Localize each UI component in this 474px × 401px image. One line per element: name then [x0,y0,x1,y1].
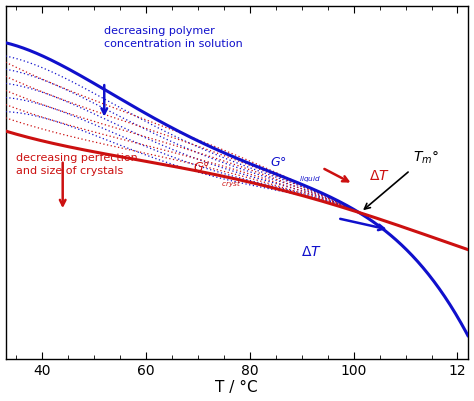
Text: $G°$: $G°$ [192,161,210,174]
Text: decreasing perfection
and size of crystals: decreasing perfection and size of crysta… [16,153,137,176]
Text: $G°$: $G°$ [271,156,287,169]
X-axis label: T / °C: T / °C [215,381,258,395]
Text: $\Delta T$: $\Delta T$ [301,245,322,259]
Text: $_{cryst}$: $_{cryst}$ [221,180,241,190]
Text: decreasing polymer
concentration in solution: decreasing polymer concentration in solu… [104,26,243,49]
Text: $T_m°$: $T_m°$ [413,149,439,166]
Text: $_{liquid}$: $_{liquid}$ [299,175,321,185]
Text: $\Delta T$: $\Delta T$ [369,168,390,182]
